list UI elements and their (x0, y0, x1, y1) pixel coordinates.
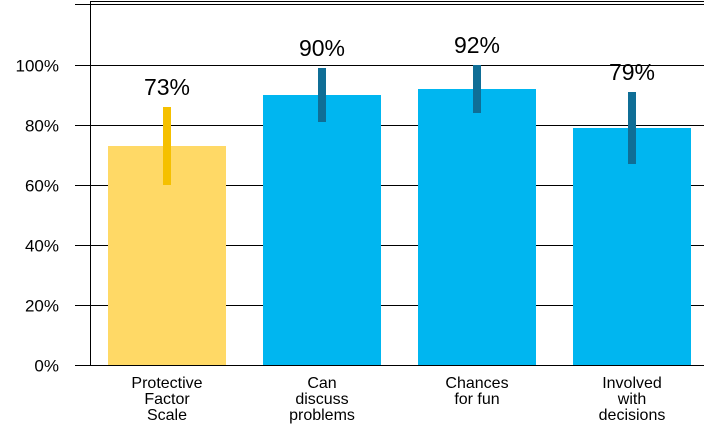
category-label-line: with (617, 391, 646, 408)
bar (263, 95, 381, 365)
category-label-line: for fun (454, 391, 499, 408)
y-tick-label: 40% (25, 237, 59, 256)
bar (418, 89, 536, 365)
y-tick-label: 100% (16, 57, 59, 76)
category-label: Chances for fun (445, 375, 508, 408)
y-axis-tick-labels: 0% 20% 40% 60% 80% 100% (16, 57, 59, 376)
category-label-line: Protective (131, 375, 202, 392)
data-label: 92% (454, 32, 500, 58)
category-label: Protective Factor Scale (131, 375, 202, 424)
y-tick-label: 20% (25, 297, 59, 316)
category-label: Involved with decisions (599, 375, 666, 424)
category-label-line: decisions (599, 407, 666, 424)
category-label-line: discuss (295, 391, 348, 408)
data-label: 79% (609, 59, 655, 85)
category-label-line: Involved (602, 375, 662, 392)
error-bar (628, 92, 636, 164)
y-tick-label: 0% (34, 357, 59, 376)
data-label: 73% (144, 74, 190, 100)
data-labels: 73% 90% 92% 79% (144, 32, 655, 100)
data-label: 90% (299, 35, 345, 61)
y-tick-label: 60% (25, 177, 59, 196)
category-label-line: Scale (147, 407, 187, 424)
y-tick-label: 80% (25, 117, 59, 136)
category-label-line: Chances (445, 375, 508, 392)
category-label-line: Can (307, 375, 336, 392)
bar (573, 128, 691, 365)
plot-frame (90, 1, 704, 365)
bars (108, 89, 691, 365)
error-bars (163, 65, 636, 185)
category-label-line: problems (289, 407, 355, 424)
error-bar (473, 65, 481, 113)
category-label: Can discuss problems (289, 375, 355, 424)
error-bar (318, 68, 326, 122)
error-bar (163, 107, 171, 185)
category-label-line: Factor (144, 391, 190, 408)
